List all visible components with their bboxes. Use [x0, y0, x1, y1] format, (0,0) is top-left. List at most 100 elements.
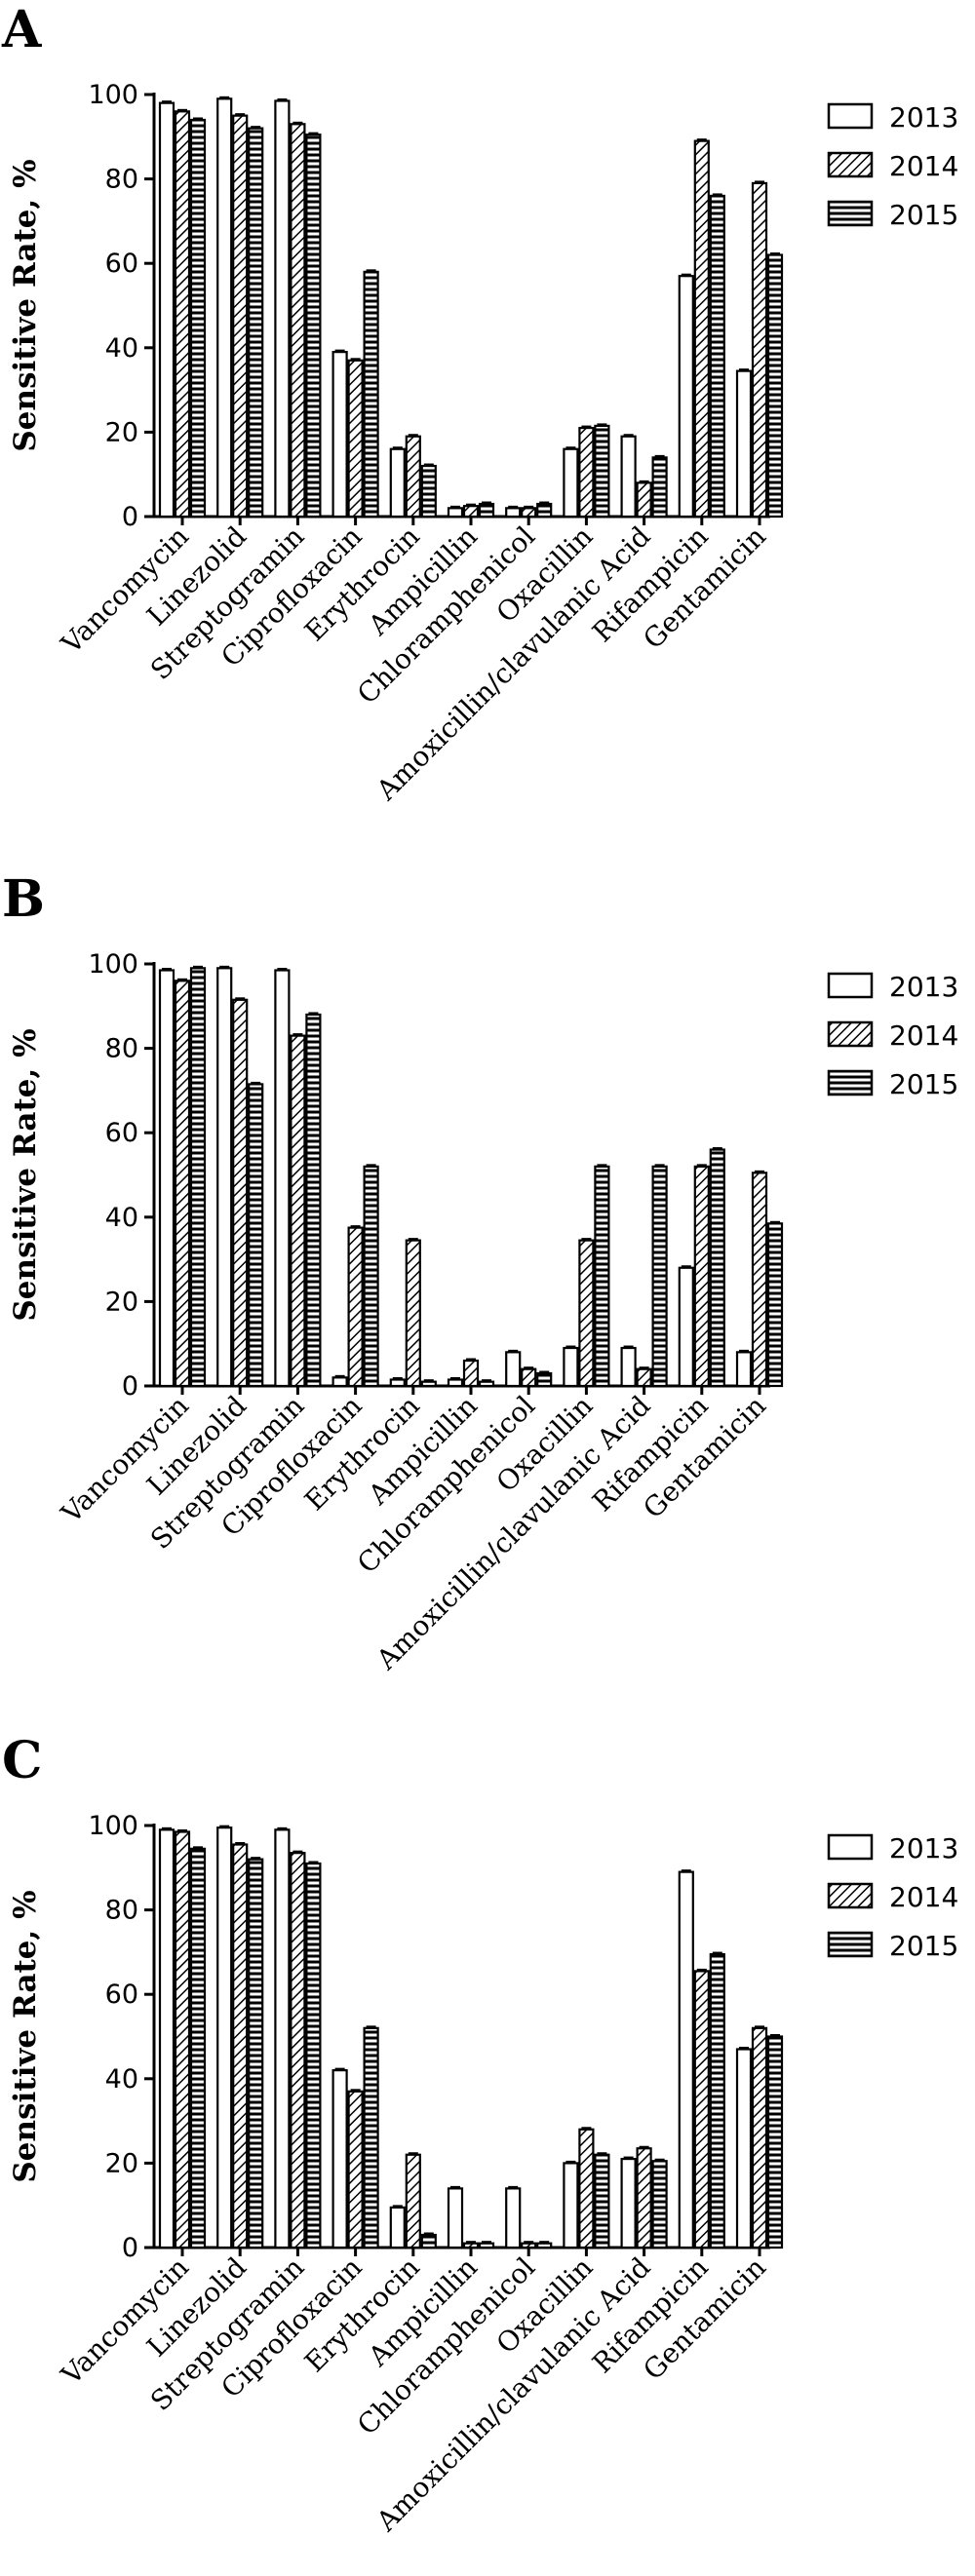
bar-2015-chloramphenicol: [536, 502, 553, 519]
bar-2014-erythrocin: [405, 435, 421, 519]
bar-2013-erythrocin: [389, 1378, 406, 1388]
legend-label: 2015: [889, 199, 958, 231]
y-tick-label: 100: [88, 80, 138, 110]
bar-2013-vancomycin: [158, 1828, 176, 2249]
y-tick-label: 20: [105, 2148, 138, 2178]
legend-swatch-2015: [827, 200, 874, 227]
bar-2015-oxacillin: [594, 424, 610, 519]
bar-2013-amoxicillin-clavulanic-acid: [620, 435, 637, 519]
panel-letter: B: [2, 869, 45, 929]
bar-2014-linezolid: [232, 1843, 249, 2249]
bar-2013-ampicillin: [447, 507, 464, 519]
bar-2013-rifampicin: [678, 1266, 694, 1388]
bar-2014-vancomycin: [174, 110, 191, 519]
bar-2015-vancomycin: [189, 1847, 207, 2249]
bar-2013-erythrocin: [389, 447, 406, 519]
legend-swatch-2015: [827, 1931, 874, 1958]
bar-2014-rifampicin: [693, 1165, 710, 1388]
legend-label: 2015: [889, 1068, 958, 1100]
y-axis-label: Sensitive Rate, %: [8, 1028, 43, 1321]
bar-2014-linezolid: [232, 114, 249, 519]
bar-2015-amoxicillin-clavulanic-acid: [651, 1165, 668, 1388]
bar-2013-rifampicin: [678, 275, 694, 519]
bar-2014-erythrocin: [405, 2153, 421, 2249]
bar-2015-linezolid: [248, 1083, 264, 1388]
bar-2015-gentamicin: [766, 2035, 784, 2249]
bar-2015-rifampicin: [709, 1148, 725, 1388]
bar-2015-erythrocin: [420, 464, 437, 519]
bar-2015-amoxicillin-clavulanic-acid: [651, 456, 668, 519]
bar-2014-linezolid: [232, 998, 249, 1388]
bar-2013-streptogramin: [274, 1828, 291, 2249]
bar-2015-linezolid: [248, 1858, 264, 2249]
bar-2013-ampicillin: [447, 1378, 464, 1388]
bar-2015-ampicillin: [478, 2242, 495, 2249]
bar-2015-oxacillin: [594, 1165, 610, 1388]
bar-2013-ampicillin: [447, 2187, 464, 2249]
legend-label: 2014: [889, 150, 958, 182]
bar-2013-streptogramin: [274, 99, 291, 519]
bar-2014-rifampicin: [693, 1970, 710, 2249]
bar-2015-ampicillin: [478, 502, 495, 519]
y-tick-label: 60: [105, 1980, 138, 2010]
legend-swatch-2014: [827, 1020, 874, 1048]
bar-2015-gentamicin: [766, 1222, 784, 1388]
legend-swatch-2013: [827, 972, 874, 999]
legend: 2013 2014 2015: [827, 971, 958, 1100]
bar-2014-vancomycin: [174, 1830, 191, 2249]
bar-2014-ciprofloxacin: [347, 1226, 364, 1388]
y-tick-label: 20: [105, 1287, 138, 1317]
bar-2014-amoxicillin-clavulanic-acid: [636, 2147, 652, 2249]
bar-2013-gentamicin: [735, 369, 753, 519]
bar-2014-chloramphenicol: [521, 507, 537, 519]
bar-2013-gentamicin: [735, 1351, 753, 1388]
y-tick-label: 0: [122, 502, 138, 532]
bar-2015-chloramphenicol: [536, 2242, 553, 2249]
panel-letter: C: [2, 1731, 42, 1790]
legend: 2013 2014 2015: [827, 1832, 958, 1962]
y-tick-label: 100: [88, 949, 138, 980]
bar-2014-chloramphenicol: [521, 1367, 537, 1388]
legend-label: 2015: [889, 1930, 958, 1962]
legend-swatch-2015: [827, 1069, 874, 1096]
bar-2015-linezolid: [248, 127, 264, 519]
bar-2013-gentamicin: [735, 2048, 753, 2249]
legend-label: 2013: [889, 1832, 958, 1865]
bar-2013-vancomycin: [158, 101, 176, 519]
bar-2015-gentamicin: [766, 253, 784, 519]
bar-2014-ampicillin: [462, 2242, 480, 2249]
bar-2013-ciprofloxacin: [332, 2069, 348, 2249]
legend-label: 2013: [889, 101, 958, 134]
bar-2013-erythrocin: [389, 2206, 406, 2249]
bar-2014-ciprofloxacin: [347, 359, 364, 519]
bar-2014-chloramphenicol: [521, 2242, 537, 2249]
bar-2015-rifampicin: [709, 194, 725, 519]
bar-2013-ciprofloxacin: [332, 351, 348, 519]
bar-2013-chloramphenicol: [505, 1351, 522, 1388]
y-tick-label: 80: [105, 1034, 138, 1064]
bar-2015-ciprofloxacin: [363, 1165, 379, 1388]
bar-2014-rifampicin: [693, 139, 710, 519]
legend-label: 2014: [889, 1019, 958, 1052]
y-axis-label: Sensitive Rate, %: [8, 159, 43, 451]
bar-2013-ciprofloxacin: [332, 1376, 348, 1388]
bar-2014-vancomycin: [174, 980, 191, 1388]
bar-2013-amoxicillin-clavulanic-acid: [620, 2157, 637, 2249]
bar-2014-amoxicillin-clavulanic-acid: [636, 1367, 652, 1388]
y-tick-label: 40: [105, 2064, 138, 2095]
bar-2015-rifampicin: [709, 1952, 725, 2249]
legend-swatch-2013: [827, 102, 874, 130]
y-tick-label: 20: [105, 417, 138, 447]
bar-2014-gentamicin: [751, 1172, 768, 1388]
bar-2014-gentamicin: [751, 2026, 768, 2249]
bar-2013-amoxicillin-clavulanic-acid: [620, 1346, 637, 1388]
y-tick-label: 60: [105, 1118, 138, 1148]
bar-2013-linezolid: [216, 967, 233, 1388]
bar-2014-oxacillin: [578, 1239, 595, 1388]
y-tick-label: 100: [88, 1811, 138, 1841]
bar-2013-rifampicin: [678, 1870, 694, 2249]
